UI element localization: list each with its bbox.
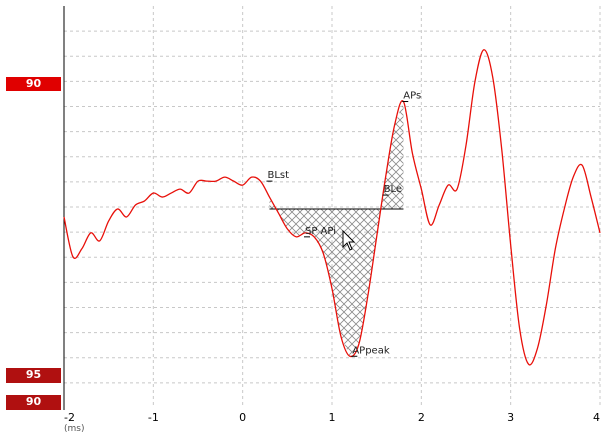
x-tick-label: 2: [418, 411, 425, 424]
x-tick-label: 3: [507, 411, 514, 424]
annotation-label: BLe: [384, 184, 402, 195]
shaded-area-fill: [269, 101, 404, 357]
series-group: [63, 49, 601, 366]
marker-label-bottom-lower: 90: [6, 395, 61, 410]
grid-lines: [64, 6, 601, 408]
x-tick-labels: -2 -1 0 1 2 3 4: [64, 411, 600, 424]
annotation-label: APs: [403, 91, 421, 102]
series-line: [63, 49, 601, 366]
x-tick-label: -2: [64, 411, 75, 424]
shaded-area: [269, 101, 404, 357]
annotations: BLst BLe SP APi APpeak APs: [266, 91, 421, 357]
x-tick-label: -1: [148, 411, 159, 424]
x-tick-label: 0: [239, 411, 246, 424]
x-tick-label: 1: [329, 411, 336, 424]
marker-label-upper: 90: [6, 77, 61, 91]
annotation-label: BLst: [267, 170, 289, 181]
annotation-label: APpeak: [352, 345, 389, 356]
marker-label-bottom-upper: 95: [6, 368, 61, 383]
axis-unit-label: (ms): [64, 424, 84, 432]
x-tick-label: 4: [593, 411, 600, 424]
annotation-label: SP APi: [305, 226, 336, 237]
arrow-cursor-icon: [342, 230, 356, 251]
